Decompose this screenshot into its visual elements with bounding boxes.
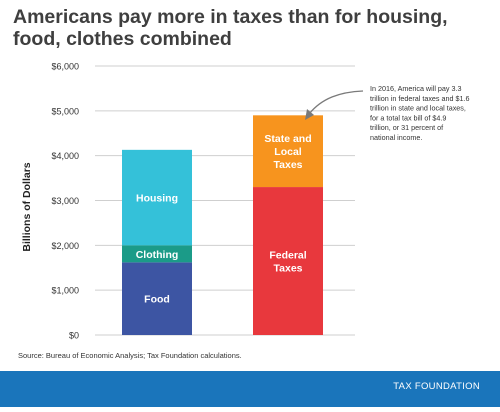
annotation-text: In 2016, America will pay 3.3 trillion in… <box>370 84 470 142</box>
bar-segment-food <box>122 262 192 335</box>
bar-segment-federal-taxes <box>253 187 323 335</box>
y-tick-label: $2,000 <box>51 241 79 251</box>
bar-segment-label: State and Local Taxes <box>264 133 311 171</box>
annotation-arrow <box>308 90 364 115</box>
y-tick-label: $3,000 <box>51 196 79 206</box>
chart-title: Americans pay more in taxes than for hou… <box>13 6 448 50</box>
y-tick-label: $4,000 <box>51 151 79 161</box>
bar-segment-label: Food <box>144 294 170 306</box>
annotation: In 2016, America will pay 3.3 trillion in… <box>305 84 470 142</box>
bar-segment-housing <box>122 149 192 246</box>
bar-segment-clothing <box>122 245 192 263</box>
footer-bar: TAX FOUNDATION <box>0 371 500 407</box>
y-tick-label: $5,000 <box>51 106 79 116</box>
y-axis-ticks: $0 $1,000 $2,000 $3,000 $4,000 $5,000 $6,000 <box>51 62 79 341</box>
bar-segment-label: Housing <box>136 193 178 205</box>
bar-segment-state-and-local-taxes <box>253 115 323 188</box>
brand-logo-text: TAX FOUNDATION <box>393 381 480 392</box>
y-tick-label: $6,000 <box>51 62 79 72</box>
annotation-arrowhead <box>305 109 314 120</box>
y-tick-label: $1,000 <box>51 286 79 296</box>
bar-segment-label: Clothing <box>136 249 179 261</box>
y-tick-label: $0 <box>69 331 79 341</box>
source-note: Source: Bureau of Economic Analysis; Tax… <box>18 351 242 360</box>
bars: Food Clothing Housing Federal Taxes State and… <box>122 115 323 335</box>
bar-segment-label: Federal Taxes <box>269 250 306 275</box>
y-axis-label: Billions of Dollars <box>21 162 33 251</box>
